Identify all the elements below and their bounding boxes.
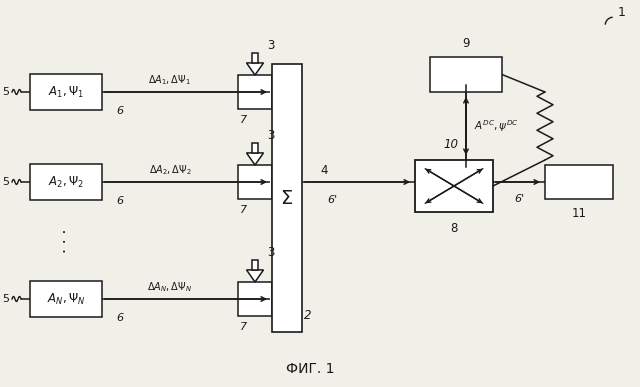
- Bar: [238, 282, 272, 316]
- Bar: [30, 164, 102, 200]
- Text: 6': 6': [514, 194, 524, 204]
- Text: 6: 6: [116, 106, 124, 116]
- Text: $A_N,\Psi_N$: $A_N,\Psi_N$: [47, 291, 85, 307]
- Text: $\Delta A_2,\Delta\Psi_2$: $\Delta A_2,\Delta\Psi_2$: [148, 163, 191, 177]
- Text: $A_2,\Psi_2$: $A_2,\Psi_2$: [48, 175, 84, 190]
- Text: 6': 6': [327, 195, 337, 205]
- Text: 5: 5: [2, 87, 9, 97]
- Bar: [252, 260, 258, 270]
- Text: 7: 7: [240, 322, 247, 332]
- Text: $\Delta A_N,\Delta\Psi_N$: $\Delta A_N,\Delta\Psi_N$: [147, 280, 193, 294]
- Text: 3: 3: [267, 246, 275, 259]
- Bar: [238, 75, 272, 109]
- Bar: [238, 165, 272, 199]
- Text: 5: 5: [2, 294, 9, 304]
- Text: 4: 4: [320, 164, 328, 177]
- Text: 9: 9: [462, 37, 470, 50]
- Bar: [30, 281, 102, 317]
- Bar: [272, 64, 302, 332]
- Text: 10: 10: [443, 139, 458, 151]
- Text: $A_1,\Psi_1$: $A_1,\Psi_1$: [48, 84, 84, 99]
- Bar: [252, 53, 258, 63]
- Text: 6: 6: [116, 196, 124, 206]
- Text: 3: 3: [267, 129, 275, 142]
- Text: 8: 8: [451, 222, 458, 235]
- Text: 3: 3: [267, 39, 275, 52]
- Text: 1: 1: [618, 5, 626, 19]
- Bar: [430, 57, 502, 92]
- Bar: [30, 74, 102, 110]
- Text: $A^{DC},\psi^{DC}$: $A^{DC},\psi^{DC}$: [474, 118, 518, 134]
- Polygon shape: [246, 63, 264, 75]
- Text: 5: 5: [2, 177, 9, 187]
- Polygon shape: [246, 153, 264, 165]
- Bar: [545, 165, 613, 199]
- Text: 6: 6: [116, 313, 124, 323]
- Text: 7: 7: [240, 205, 247, 215]
- Text: . . .: . . .: [54, 228, 68, 253]
- Bar: [252, 143, 258, 153]
- Text: $\Delta A_1,\Delta\Psi_1$: $\Delta A_1,\Delta\Psi_1$: [148, 73, 191, 87]
- Polygon shape: [246, 270, 264, 282]
- Text: $\Sigma$: $\Sigma$: [280, 188, 294, 207]
- Bar: [415, 160, 493, 212]
- Text: 7: 7: [240, 115, 247, 125]
- Text: 11: 11: [572, 207, 586, 220]
- Text: 2: 2: [304, 309, 312, 322]
- Text: ФИГ. 1: ФИГ. 1: [285, 362, 334, 376]
